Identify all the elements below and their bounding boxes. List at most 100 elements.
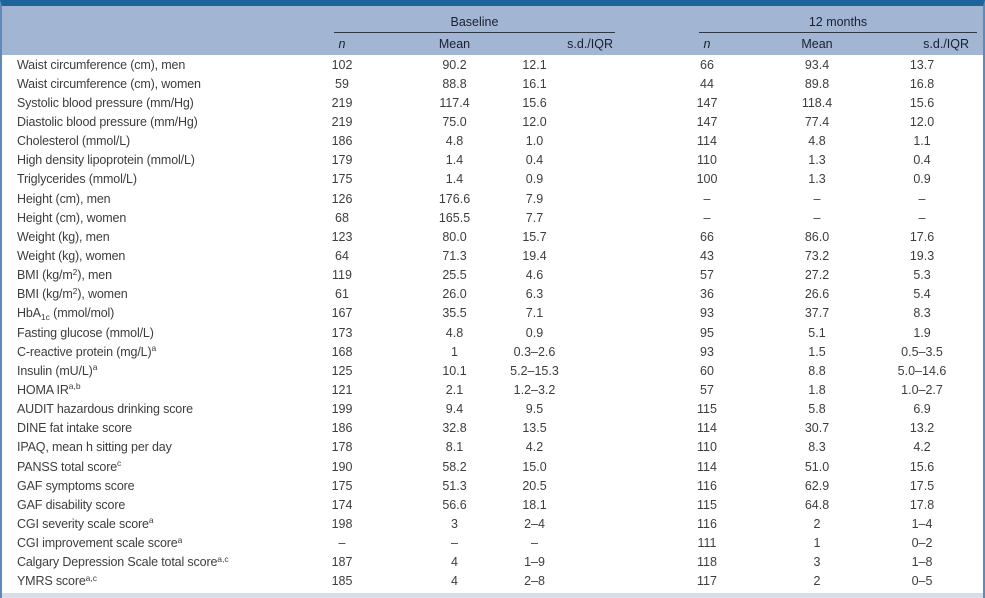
baseline-n-value: 64 — [335, 248, 349, 263]
baseline-12months-table: Baseline 12 months n Mean s.d./IQR n Mea… — [2, 6, 983, 591]
baseline-sd-iqr-value: 13.5 — [522, 421, 547, 436]
m12-mean-value: 27.2 — [804, 268, 830, 283]
baseline-sd-iqr-value: 18.1 — [522, 497, 547, 512]
table-row: DINE fat intake score 186 32.8 13.5 114 30.7 1… — [2, 419, 983, 438]
right-pad — [977, 323, 983, 342]
m12-mean-value: 1.3 — [808, 153, 826, 168]
right-pad — [977, 380, 983, 399]
column-gap — [615, 112, 687, 131]
table-row: Calgary Depression Scale total scorea,c 1… — [2, 553, 983, 572]
row-label: PANSS total scorec — [17, 458, 122, 474]
right-pad — [977, 151, 983, 170]
m12-mean-value: 1.5 — [808, 344, 826, 359]
baseline-mean-value: 1.4 — [445, 153, 464, 168]
column-gap — [615, 304, 687, 323]
table-row: Insulin (mU/L)a 125 10.1 5.2–15.3 60 8.8 5.0–1… — [2, 361, 983, 380]
table-row: PANSS total scorec 190 58.2 15.0 114 51.0 15.6 — [2, 457, 983, 476]
baseline-n-header: n — [322, 33, 362, 55]
table-row: C-reactive protein (mg/L)a 168 1 0.3–2.6 93 1… — [2, 342, 983, 361]
table-row: BMI (kg/m2), women 61 26.0 6.3 36 26.6 5.4 — [2, 285, 983, 304]
column-gap — [615, 74, 687, 93]
m12-mean-value: 8.3 — [808, 440, 826, 455]
table-row: IPAQ, mean h sitting per day 178 8.1 4.2 110… — [2, 438, 983, 457]
row-label: HOMA IRa,b — [17, 381, 81, 397]
m12-sd-iqr-value: 15.6 — [909, 459, 935, 474]
baseline-sd-iqr-value: – — [531, 536, 538, 551]
right-pad — [977, 342, 983, 361]
baseline-mean-value: 80.0 — [442, 229, 467, 244]
m12-mean-value: 2 — [813, 516, 821, 531]
right-pad — [977, 227, 983, 246]
baseline-sd-iqr-value: 4.2 — [525, 440, 544, 455]
baseline-n-value: 125 — [331, 363, 353, 378]
column-gap — [615, 514, 687, 533]
right-pad — [977, 304, 983, 323]
column-gap — [615, 151, 687, 170]
baseline-mean-value: 51.3 — [442, 478, 467, 493]
baseline-sd-iqr-value: 15.0 — [522, 459, 547, 474]
row-label: Waist circumference (cm), women — [17, 76, 201, 91]
baseline-n-value: – — [338, 536, 346, 551]
m12-n-value: 114 — [697, 459, 717, 474]
m12-sd-iqr-value: 13.2 — [909, 421, 935, 436]
table-row: GAF symptoms score 175 51.3 20.5 116 62.9 17.5 — [2, 476, 983, 495]
baseline-mean-value: 56.6 — [442, 497, 467, 512]
row-label-subheader-blank — [2, 33, 322, 55]
row-label: Waist circumference (cm), men — [17, 57, 186, 72]
table-row: Waist circumference (cm), men 102 90.2 12.1… — [2, 55, 983, 74]
baseline-mean-value: 88.8 — [442, 76, 467, 91]
baseline-n-value: 199 — [331, 402, 353, 417]
row-label: Calgary Depression Scale total scorea,c — [17, 553, 229, 570]
group-gap — [615, 6, 687, 33]
m12-sd-iqr-value: 19.3 — [909, 248, 935, 263]
m12-sd-iqr-value: 1–4 — [911, 516, 933, 531]
m12-mean-value: 93.4 — [804, 57, 830, 72]
row-label: AUDIT hazardous drinking score — [17, 402, 193, 417]
m12-n-value: 147 — [696, 95, 718, 110]
m12-mean-value: 26.6 — [804, 287, 830, 302]
m12-mean-value: 51.0 — [804, 459, 830, 474]
12months-n-header: n — [687, 33, 727, 55]
right-pad — [977, 246, 983, 265]
row-label: C-reactive protein (mg/L)a — [17, 343, 157, 359]
baseline-mean-value: – — [451, 536, 458, 551]
m12-mean-value: – — [813, 210, 821, 225]
m12-n-value: 117 — [697, 574, 717, 589]
m12-sd-iqr-value: 13.7 — [909, 57, 935, 72]
table-header: Baseline 12 months n Mean s.d./IQR n Mea… — [2, 6, 983, 55]
right-pad — [977, 495, 983, 514]
m12-mean-value: 30.7 — [804, 421, 830, 436]
row-label: HbA1c (mmol/mol) — [17, 306, 115, 322]
column-gap — [615, 438, 687, 457]
right-pad — [977, 476, 983, 495]
group-header-row: Baseline 12 months — [2, 6, 983, 33]
m12-mean-value: 1 — [813, 536, 821, 551]
row-label: Weight (kg), women — [17, 248, 126, 263]
baseline-sd-iqr-value: 7.7 — [525, 210, 544, 225]
m12-sd-iqr-value: 16.8 — [909, 76, 935, 91]
baseline-sd-iqr-value: 1.2–3.2 — [513, 382, 556, 397]
baseline-sd-iqr-value: 0.9 — [525, 325, 544, 340]
baseline-sd-iqr-value: 0.4 — [525, 153, 544, 168]
m12-n-value: 116 — [697, 478, 717, 493]
baseline-mean-value: 26.0 — [442, 287, 467, 302]
m12-n-value: 66 — [700, 57, 714, 72]
baseline-n-value: 186 — [331, 421, 353, 436]
m12-sd-iqr-value: 12.0 — [909, 114, 935, 129]
column-gap — [615, 572, 687, 591]
m12-sd-iqr-value: 1.1 — [913, 134, 931, 149]
table-row: GAF disability score 174 56.6 18.1 115 64.8 17… — [2, 495, 983, 514]
row-label: Cholesterol (mmol/L) — [17, 134, 131, 149]
m12-sd-iqr-value: 5.3 — [913, 268, 931, 283]
baseline-mean-header: Mean — [362, 33, 502, 55]
baseline-sd-iqr-value: 0.9 — [525, 172, 544, 187]
baseline-mean-value: 165.5 — [438, 210, 471, 225]
row-label: Diastolic blood pressure (mm/Hg) — [17, 114, 198, 129]
baseline-n-value: 173 — [331, 325, 353, 340]
right-pad — [977, 361, 983, 380]
m12-n-value: 114 — [697, 134, 717, 149]
right-pad — [977, 438, 983, 457]
baseline-mean-value: 3 — [451, 516, 458, 531]
column-gap — [615, 170, 687, 189]
baseline-n-value: 126 — [331, 191, 353, 206]
